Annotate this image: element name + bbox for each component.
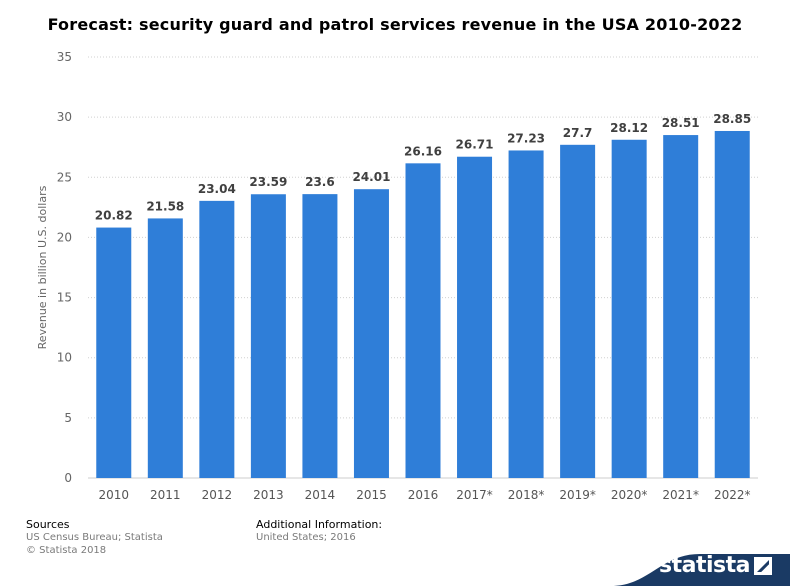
y-tick-label: 15 <box>57 291 72 305</box>
data-label: 26.16 <box>404 144 442 158</box>
statista-logo-text: statista <box>659 553 750 578</box>
x-tick-label: 2011 <box>150 488 181 502</box>
additional-info-block: Additional Information: United States; 2… <box>256 518 382 544</box>
statista-logo-icon <box>754 557 772 575</box>
sources-heading[interactable]: Sources <box>26 518 70 531</box>
additional-info-text: United States; 2016 <box>256 532 356 543</box>
bar <box>560 144 596 478</box>
sources-block: Sources US Census Bureau; Statista © Sta… <box>26 518 163 557</box>
x-tick-label: 2016 <box>408 488 439 502</box>
bar <box>96 227 132 478</box>
y-tick-label: 5 <box>64 411 72 425</box>
y-tick-label: 10 <box>57 351 72 365</box>
data-label: 23.04 <box>198 182 236 196</box>
x-tick-label: 2019* <box>559 488 596 502</box>
data-label: 26.71 <box>456 138 494 152</box>
statista-brand[interactable]: statista <box>610 532 790 586</box>
data-label: 20.82 <box>95 209 133 223</box>
y-tick-label: 25 <box>57 170 72 184</box>
bar <box>405 163 441 478</box>
x-tick-label: 2010 <box>98 488 129 502</box>
x-tick-label: 2020* <box>611 488 648 502</box>
bar <box>147 218 183 478</box>
data-label: 23.59 <box>249 175 287 189</box>
chart-title: Forecast: security guard and patrol serv… <box>47 15 743 34</box>
bar <box>714 130 750 478</box>
x-tick-label: 2022* <box>714 488 751 502</box>
x-tick-label: 2015 <box>356 488 387 502</box>
x-tick-label: 2014 <box>305 488 336 502</box>
additional-info-heading[interactable]: Additional Information: <box>256 518 383 531</box>
sources-text: US Census Bureau; Statista <box>26 532 163 543</box>
x-tick-label: 2012 <box>202 488 233 502</box>
y-tick-label: 0 <box>64 471 72 485</box>
bar <box>611 139 647 478</box>
bar <box>302 194 338 478</box>
copyright-text: © Statista 2018 <box>26 545 107 556</box>
bar <box>250 194 286 478</box>
x-tick-label: 2017* <box>456 488 493 502</box>
data-label: 28.85 <box>713 112 751 126</box>
data-label: 28.12 <box>610 121 648 135</box>
bar <box>199 200 235 479</box>
bar-chart: 0 5 10 15 20 25 30 35 Revenue in billion U.S. do… <box>36 50 758 502</box>
y-axis-label: Revenue in billion U.S. dollars <box>36 185 49 349</box>
y-tick-label: 35 <box>57 50 72 64</box>
brand-background <box>610 554 790 586</box>
data-label: 21.58 <box>146 199 184 213</box>
x-tick-label: 2013 <box>253 488 284 502</box>
data-label: 27.23 <box>507 131 545 145</box>
bar <box>353 189 389 478</box>
y-tick-label: 20 <box>57 230 72 244</box>
x-tick-label: 2018* <box>508 488 545 502</box>
data-label: 27.7 <box>563 126 593 140</box>
x-tick-label: 2021* <box>662 488 699 502</box>
data-label: 24.01 <box>352 170 390 184</box>
data-label: 23.6 <box>305 175 335 189</box>
bar <box>457 156 493 478</box>
bar <box>508 150 544 478</box>
bar <box>663 135 699 478</box>
data-label: 28.51 <box>662 116 700 130</box>
y-tick-label: 30 <box>57 110 72 124</box>
